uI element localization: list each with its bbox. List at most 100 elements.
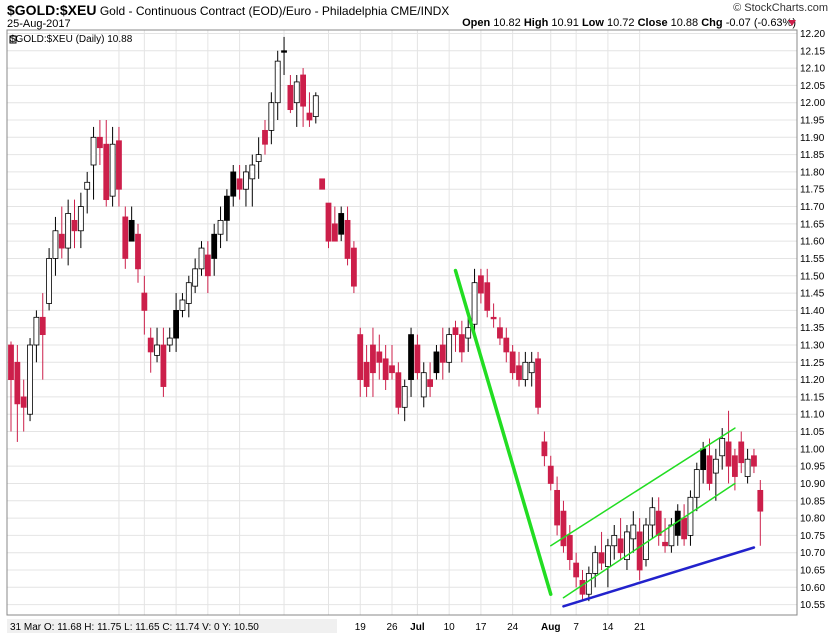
candle-body xyxy=(693,469,700,498)
x-tick-label: 17 xyxy=(475,622,487,633)
candle-body xyxy=(605,545,611,567)
candle-body xyxy=(255,154,262,162)
y-tick-label: 12.05 xyxy=(800,81,825,92)
x-tick-label: 14 xyxy=(602,622,614,633)
candle-body xyxy=(173,309,180,339)
chart-title: $GOLD:$XEU Gold - Continuous Contract (E… xyxy=(7,2,449,18)
chg-label: Chg xyxy=(701,17,723,29)
y-tick-label: 11.45 xyxy=(800,289,825,300)
candle-body xyxy=(166,337,173,346)
candle-body xyxy=(719,438,726,457)
candle-body xyxy=(39,316,46,336)
candle-body xyxy=(293,81,300,104)
y-tick-label: 12.10 xyxy=(800,64,825,75)
candle-body xyxy=(357,334,364,381)
candle-body xyxy=(243,171,249,190)
candle-body xyxy=(344,219,351,259)
trendline-channel-upper xyxy=(550,427,736,547)
candle-body xyxy=(147,337,154,353)
y-tick-label: 12.20 xyxy=(800,29,825,40)
candle-body xyxy=(370,344,376,374)
candle-body xyxy=(338,213,345,235)
y-tick-label: 10.60 xyxy=(800,583,825,594)
open-value: 10.82 xyxy=(493,17,521,29)
candle-body xyxy=(662,541,668,547)
candle-body xyxy=(541,441,548,457)
ohlc-footer-bg xyxy=(7,619,337,633)
y-tick-label: 11.70 xyxy=(800,202,825,213)
candle-body xyxy=(20,396,27,408)
candlestick-series xyxy=(8,36,764,602)
candle-body xyxy=(103,143,110,201)
candle-body xyxy=(160,344,167,387)
candle-body xyxy=(236,178,243,190)
candle-body xyxy=(249,164,256,180)
y-tick-label: 11.60 xyxy=(800,237,825,248)
candle-body xyxy=(58,233,65,249)
y-tick-label: 11.05 xyxy=(800,427,825,438)
candle-body xyxy=(471,282,478,325)
candle-body xyxy=(300,74,307,107)
chg-value: -0.07 (-0.63%) xyxy=(725,17,796,29)
candle-body xyxy=(490,316,497,320)
stockcharts-watermark: © StockCharts.com xyxy=(733,2,828,14)
y-tick-label: 11.50 xyxy=(800,271,825,282)
candle-body xyxy=(712,458,719,474)
y-tick-label: 10.80 xyxy=(800,514,825,525)
candle-body xyxy=(363,361,370,387)
candle-body xyxy=(503,337,510,353)
trendline-channel-lower xyxy=(562,482,736,599)
candle-body xyxy=(71,219,78,232)
trendlines xyxy=(453,268,756,608)
y-tick-label: 11.30 xyxy=(800,341,825,352)
candle-body xyxy=(528,361,535,374)
candle-body xyxy=(497,327,503,339)
candle-body xyxy=(116,140,122,190)
y-tick-label: 11.00 xyxy=(800,444,825,455)
y-tick-label: 11.80 xyxy=(800,167,825,178)
candle-body xyxy=(458,334,465,353)
series-legend: $GOLD:$XEU (Daily) 10.88 xyxy=(10,34,133,45)
candle-body xyxy=(439,344,446,363)
down-arrow-icon xyxy=(788,20,796,26)
candle-body xyxy=(306,112,313,121)
y-tick-label: 12.00 xyxy=(800,98,825,109)
candle-body xyxy=(547,465,554,484)
candle-body xyxy=(376,351,383,363)
y-tick-label: 11.20 xyxy=(800,375,825,386)
candle-body xyxy=(566,534,573,561)
candle-body xyxy=(395,372,402,408)
candle-body xyxy=(687,496,694,536)
low-value: 10.72 xyxy=(607,17,635,29)
close-value: 10.88 xyxy=(670,17,699,29)
candle-body xyxy=(179,299,186,311)
y-tick-label: 11.75 xyxy=(800,185,825,196)
candle-body xyxy=(27,344,33,415)
x-tick-label: Aug xyxy=(541,622,560,633)
candle-body xyxy=(122,216,129,259)
candle-body xyxy=(97,136,103,149)
candle-body xyxy=(141,292,148,311)
y-tick-label: 11.40 xyxy=(800,306,825,317)
candle-body xyxy=(109,143,116,197)
candle-body xyxy=(573,562,580,578)
x-tick-label: 26 xyxy=(386,622,398,633)
legend-candle-icon xyxy=(9,35,17,44)
candle-body xyxy=(516,365,522,381)
price-axis: 12.20 12.15 12.10 12.05 12.00 11.95 11.90 11.85… xyxy=(800,29,825,611)
description: Gold - Continuous Contract (EOD)/Euro - … xyxy=(99,4,388,18)
candle-body xyxy=(636,531,643,571)
candle-body xyxy=(452,327,459,336)
candle-body xyxy=(414,344,421,374)
y-tick-label: 10.55 xyxy=(800,600,825,611)
candle-body xyxy=(725,441,732,467)
y-tick-label: 10.90 xyxy=(800,479,825,490)
candle-body xyxy=(509,351,516,374)
low-label: Low xyxy=(581,17,604,29)
candle-body xyxy=(84,181,91,190)
candle-body xyxy=(52,230,59,259)
y-tick-label: 11.35 xyxy=(800,323,825,334)
candle-body xyxy=(8,344,14,381)
chart-date: 25-Aug-2017 xyxy=(7,18,71,30)
